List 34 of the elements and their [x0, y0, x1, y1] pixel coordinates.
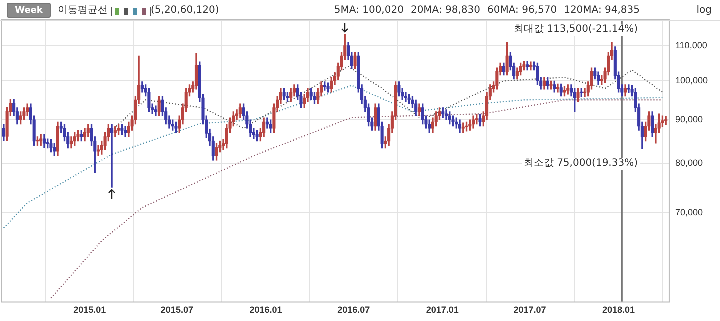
annotation: 최소값 75,000(19.33%) [522, 158, 640, 170]
text: 이동평균선 [58, 5, 108, 17]
y-tick-label: 90,000 [675, 114, 703, 125]
x-tick-label: 2015.01 [74, 305, 106, 316]
x-tick-label: 2015.07 [160, 305, 194, 316]
y-tick-label: 100,000 [675, 76, 708, 86]
candlestick [154, 106, 158, 116]
annotation: 최대값 113,500(-21.14%) [512, 24, 640, 36]
candlestick [404, 92, 408, 102]
text: 20MA: 98,830 [410, 5, 481, 17]
y-tick-label: 80,000 [675, 158, 703, 168]
x-tick-label: 2016.07 [338, 305, 370, 316]
x-tick-label: 2017.01 [426, 305, 459, 316]
x-tick-label: 2018.01 [602, 305, 636, 316]
candlestick [70, 136, 74, 149]
text: log [696, 5, 712, 17]
candlestick [110, 124, 114, 188]
line-series [50, 100, 664, 299]
text: Week [7, 3, 51, 18]
y-tick-label: 110,000 [675, 40, 708, 50]
candlestick [96, 145, 100, 156]
x-tick-label: 2016.01 [250, 305, 282, 316]
text: 5MA: 100,020 [334, 5, 404, 17]
candlestick [266, 118, 269, 129]
y-tick-label: 70,000 [675, 208, 703, 218]
text: 120MA: 94,835 [564, 5, 640, 17]
line-series [3, 85, 664, 229]
candlestick [124, 126, 128, 138]
text: 60MA: 96,570 [488, 5, 558, 17]
line-series [111, 66, 664, 132]
x-tick-label: 2017.07 [514, 305, 546, 316]
candlestick [556, 84, 560, 93]
candlestick [627, 84, 630, 94]
text: (5,20,60,120) [151, 5, 220, 17]
